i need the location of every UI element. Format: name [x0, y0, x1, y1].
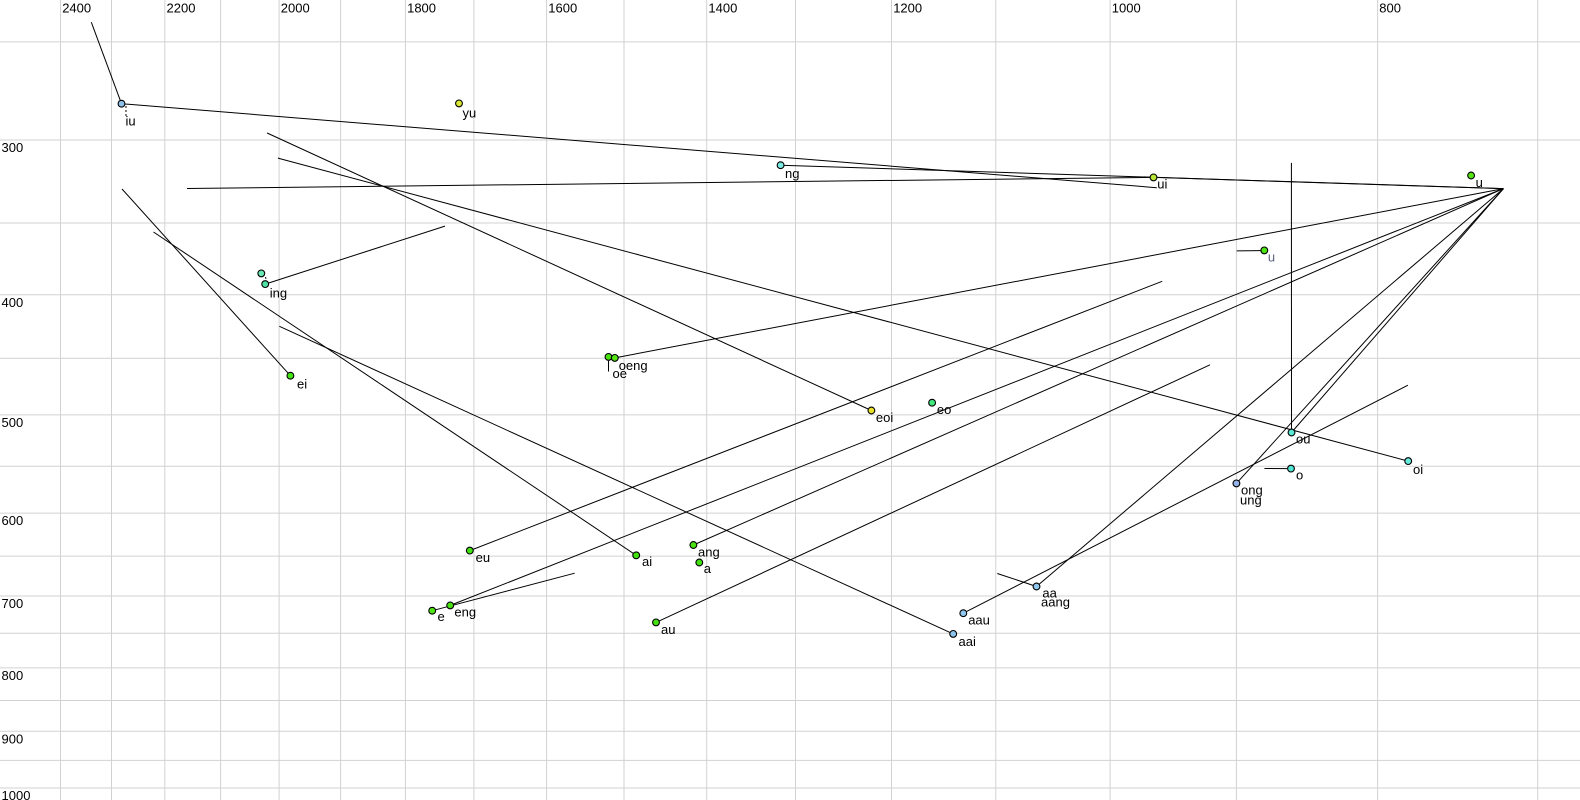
- svg-text:a: a: [704, 561, 712, 576]
- svg-text:ng: ng: [785, 166, 799, 181]
- svg-text:1000: 1000: [2, 788, 31, 800]
- svg-text:aa: aa: [1042, 585, 1057, 600]
- svg-text:eoi: eoi: [876, 410, 893, 425]
- svg-text:eu: eu: [476, 550, 490, 565]
- svg-text:1800: 1800: [407, 1, 436, 16]
- svg-text:eng: eng: [454, 604, 476, 619]
- svg-text:u: u: [1268, 249, 1275, 264]
- svg-text:oeng: oeng: [619, 358, 648, 373]
- svg-text:oi: oi: [1413, 462, 1423, 477]
- svg-text:ung: ung: [1240, 492, 1262, 507]
- svg-text:aang: aang: [1041, 595, 1070, 610]
- svg-text:ong: ong: [1241, 483, 1263, 498]
- svg-text:600: 600: [2, 513, 24, 528]
- svg-text:ai: ai: [642, 554, 652, 569]
- svg-text:300: 300: [2, 140, 24, 155]
- svg-text:700: 700: [2, 596, 24, 611]
- svg-text:1400: 1400: [708, 1, 737, 16]
- svg-text:aau: aau: [968, 613, 990, 628]
- svg-text:aai: aai: [959, 634, 976, 649]
- svg-text:o: o: [1296, 468, 1303, 483]
- svg-text:1200: 1200: [893, 1, 922, 16]
- svg-text:yu: yu: [463, 106, 477, 121]
- svg-text:800: 800: [1379, 1, 1401, 16]
- svg-text:oe: oe: [613, 366, 627, 381]
- svg-text:au: au: [661, 622, 675, 637]
- svg-text:500: 500: [2, 415, 24, 430]
- svg-text:2000: 2000: [281, 1, 310, 16]
- svg-text:1000: 1000: [1112, 1, 1141, 16]
- svg-text:ui: ui: [1157, 176, 1167, 191]
- svg-text:eo: eo: [937, 402, 951, 417]
- svg-text:ei: ei: [297, 376, 307, 391]
- svg-text:800: 800: [2, 668, 24, 683]
- svg-text:400: 400: [2, 295, 24, 310]
- svg-text:900: 900: [2, 731, 24, 746]
- svg-text:u: u: [1476, 175, 1483, 190]
- svg-text:1600: 1600: [548, 1, 577, 16]
- svg-text:iu: iu: [126, 113, 136, 128]
- svg-text:ing: ing: [270, 286, 287, 301]
- svg-text:2400: 2400: [62, 1, 91, 16]
- svg-text:ou: ou: [1296, 432, 1310, 447]
- svg-text:e: e: [438, 609, 445, 624]
- svg-text:ang: ang: [698, 544, 720, 559]
- svg-text:2200: 2200: [167, 1, 196, 16]
